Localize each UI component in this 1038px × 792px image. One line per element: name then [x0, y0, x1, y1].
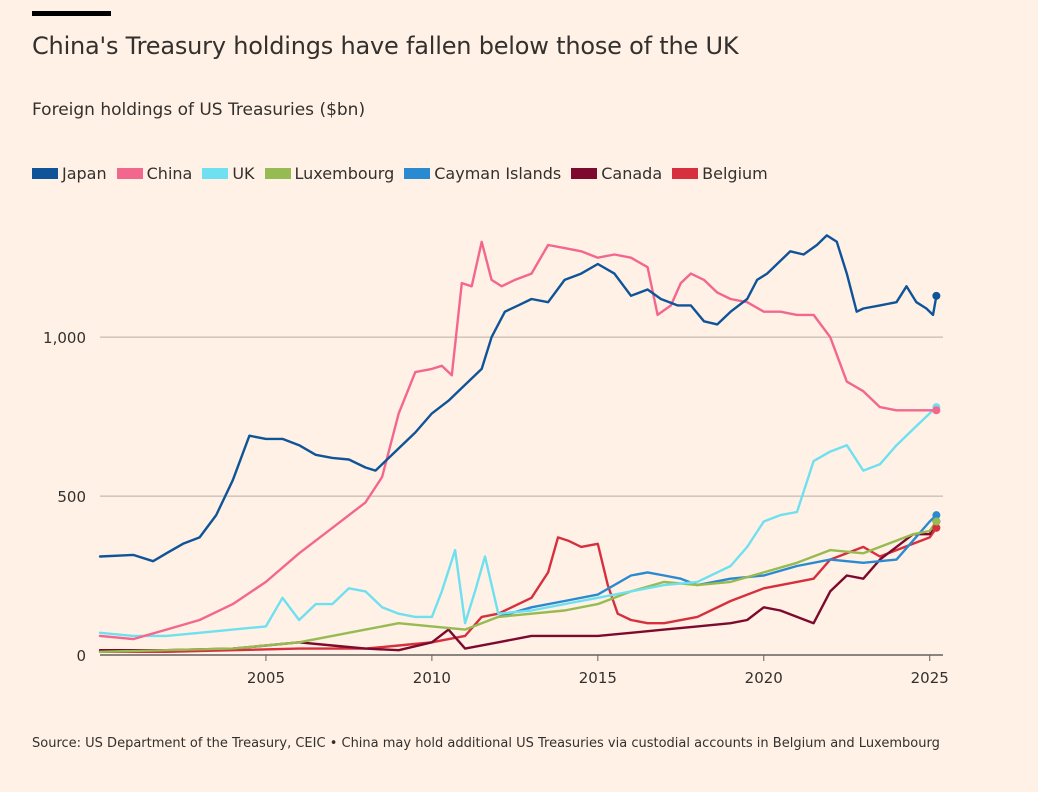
series-line-canada: [98, 520, 938, 652]
line-chart: 0 500 1,000 2005 2010 2015 2020 2025: [43, 234, 949, 687]
legend-label: Canada: [601, 164, 663, 183]
y-tick-label: 500: [57, 488, 86, 506]
source-note: Source: US Department of the Treasury, C…: [32, 736, 940, 751]
legend-label: China: [146, 164, 193, 183]
series-end-dot-china: [932, 406, 941, 415]
legend-item-japan: Japan: [32, 164, 107, 183]
legend-label: Japan: [62, 164, 107, 183]
series-line-cayman-islands: [497, 513, 938, 619]
ft-accent-bar: [32, 11, 111, 16]
y-tick-label: 0: [76, 647, 86, 665]
legend-item-belgium: Belgium: [672, 164, 768, 183]
legend-item-china: China: [116, 164, 193, 183]
series-line-uk: [98, 405, 938, 638]
legend-swatch: [672, 168, 699, 179]
legend-label: Belgium: [702, 164, 768, 183]
x-tick-label: 2015: [579, 669, 617, 687]
legend-item-cayman-islands: Cayman Islands: [404, 164, 561, 183]
legend-swatch: [571, 168, 598, 179]
legend-item-luxembourg: Luxembourg: [264, 164, 395, 183]
chart-legend: Japan China UK Luxembourg Cayman Islands…: [32, 164, 778, 183]
series-end-dot-belgium: [932, 523, 941, 532]
series-line-china: [98, 240, 938, 641]
chart-subtitle: Foreign holdings of US Treasuries ($bn): [32, 100, 366, 120]
legend-label: Luxembourg: [294, 164, 395, 183]
legend-swatch: [32, 168, 58, 179]
legend-swatch: [404, 168, 431, 179]
x-tick-label: 2005: [247, 669, 285, 687]
y-tick-label: 1,000: [43, 329, 86, 347]
x-tick-label: 2010: [413, 669, 451, 687]
series-end-dot-luxembourg: [932, 517, 941, 526]
legend-label: Cayman Islands: [434, 164, 562, 183]
legend-swatch: [116, 168, 143, 179]
legend-label: UK: [232, 164, 255, 183]
chart-title: China's Treasury holdings have fallen be…: [32, 32, 739, 60]
series-line-belgium: [98, 526, 938, 653]
legend-swatch: [264, 168, 291, 179]
x-tick-label: 2025: [911, 669, 949, 687]
x-tick-label: 2020: [745, 669, 783, 687]
legend-item-uk: UK: [202, 164, 255, 183]
legend-item-canada: Canada: [571, 164, 662, 183]
series-line-japan: [98, 234, 938, 563]
legend-swatch: [202, 168, 229, 179]
series-end-dot-japan: [932, 291, 941, 300]
series-end-dot-cayman-islands: [932, 511, 941, 520]
series-line-luxembourg: [98, 520, 938, 653]
